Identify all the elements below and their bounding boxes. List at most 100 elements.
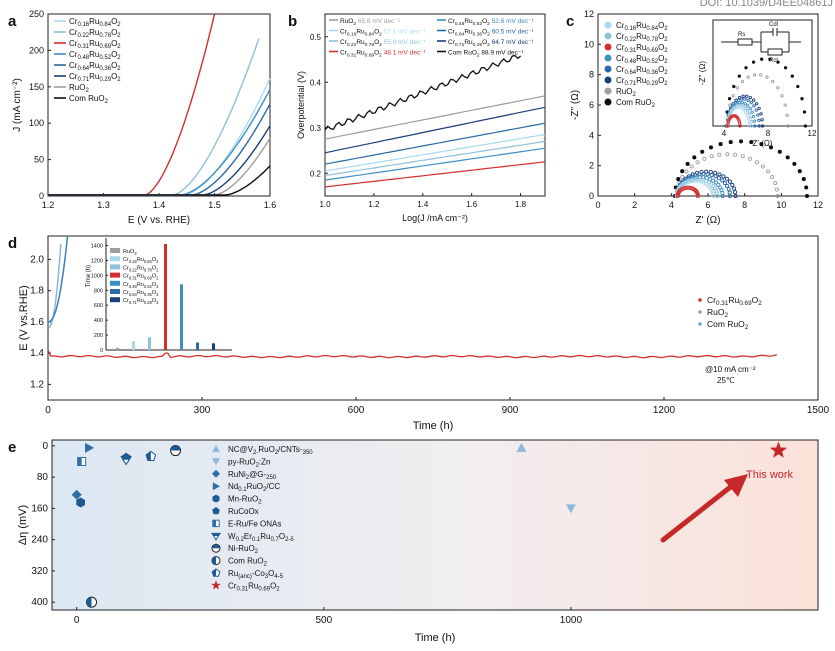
panel-d-inset-legend-swatch (110, 248, 120, 253)
panel-c-legend-marker (604, 65, 612, 73)
panel-a-ylabel: J (mA cm⁻²) (12, 78, 23, 132)
panel-c-nyquist-point (738, 139, 744, 144)
panel-c-nyquist-point (768, 57, 772, 61)
panel-d-inset-bar (180, 284, 183, 350)
panel-b-legend-label: Com RuO2 88.9 mV dec⁻¹ (448, 50, 524, 59)
panel-c-nyquist-point (752, 119, 757, 123)
panel-c-nyquist-point (745, 94, 749, 98)
panel-c-nyquist-point (684, 169, 689, 174)
panel-a-series-line (48, 125, 271, 196)
panel-a-xtick-label: 1.2 (42, 200, 55, 210)
doi-text: DOI: 10.1039/D4EE04861J (699, 0, 833, 9)
panel-b-series-line (324, 147, 546, 181)
panel-c-nyquist-point (797, 169, 802, 174)
panel-e-frame (51, 439, 819, 611)
panel-c-nyquist-point (692, 155, 697, 160)
panel-c-nyquist-point (739, 97, 744, 101)
panel-e-legend-label: py-RuO2:Zn (228, 457, 270, 468)
panel-c-nyquist-point (760, 164, 765, 169)
panel-d-inset-legend-label: Cr0.16Ru0.84O2 (123, 257, 159, 264)
panel-c-nyquist-point (729, 110, 733, 114)
panel-e-legend-marker (212, 458, 220, 466)
panel-c-nyquist-point (711, 178, 716, 183)
panel-e-legend-label: E-Ru/Fe ONAs (228, 519, 281, 528)
panel-b-series-line (324, 106, 546, 154)
panel-c-nyquist-point (780, 94, 784, 98)
panel-c-nyquist-point (730, 182, 735, 188)
panel-label-b: b (288, 13, 297, 30)
panel-c-nyquist-point (732, 84, 736, 89)
panel-c-nyquist-point (757, 118, 761, 123)
panel-c-inset-xlabel: Z' (Ω) (753, 139, 773, 148)
panel-a-xtick-label: 1.5 (208, 200, 221, 210)
panel-d-inset-ytick-label: 1400 (91, 243, 103, 249)
panel-c-nyquist-point (755, 102, 759, 106)
panel-e-arrow-head (724, 474, 748, 497)
panel-d-ytick-label: 1.8 (30, 286, 44, 297)
panel-e-ylabel: Δη (mV) (17, 505, 29, 545)
panel-b-legend-label: Cr0.16Ru0.84O2 57.1 mV dec⁻¹ (340, 29, 427, 38)
panel-b-xtick-label: 1.6 (466, 200, 478, 209)
panel-c-nyquist-point (741, 94, 745, 98)
panel-e-legend-label: Cr0.31Ru0.69O2 (228, 581, 280, 592)
panel-c-nyquist-point (749, 140, 754, 145)
panel-e-legend-label: Com RuO2 (228, 557, 268, 568)
panel-c-nyquist-point (756, 113, 760, 117)
panel-d-legend-marker (698, 322, 702, 326)
panel-c-nyquist-point (752, 98, 756, 102)
panel-d-inset-legend-label: Cr0.64Ru0.36O2 (123, 290, 159, 297)
panel-e-legend-marker (212, 494, 220, 503)
panel-d-inset-legend-swatch (110, 297, 120, 303)
panel-c-inset-ylabel: -Z'' (Ω) (698, 61, 707, 85)
panel-c-nyquist-point (803, 124, 808, 128)
panel-d-inset-legend-swatch (110, 272, 120, 278)
panel-c-nyquist-point (744, 110, 748, 114)
circuit-label-rct: Rct (769, 58, 778, 64)
panel-a-xtick-label: 1.3 (97, 200, 110, 210)
panel-c-nyquist-point (727, 113, 732, 117)
panel-c-nyquist-point (737, 101, 742, 105)
panel-c-nyquist-point (801, 177, 806, 182)
panel-d-legend-label: Cr0.31Ru0.69O2 (707, 295, 762, 307)
panel-c-xtick-label: 12 (813, 200, 823, 210)
panel-b-xtick-label: 1.4 (417, 200, 429, 209)
panel-d-inset-legend-label: Cr0.71Ru0.29O2 (123, 298, 159, 305)
panel-c-nyquist-point (802, 110, 807, 114)
panel-d-inset-legend-label: Cr0.48Ru0.52O2 (123, 282, 159, 289)
panel-c-nyquist-point (773, 181, 778, 186)
panel-c-xtick-label: 6 (705, 200, 710, 210)
panel-b-series-line (324, 95, 546, 140)
panel-c-legend-label: RuO2 (616, 87, 636, 98)
panel-c-nyquist-point (705, 172, 710, 177)
panel-e-background (52, 440, 818, 610)
panel-c-nyquist-point (754, 108, 758, 112)
panel-c-nyquist-point (724, 176, 729, 181)
panel-b-legend-label: Cr0.71Ru0.29O2 64.7 mV dec⁻¹ (448, 39, 535, 48)
panel-e-xtick-label: 500 (315, 615, 332, 626)
panel-d-inset-ytick-label: 200 (94, 333, 103, 339)
panel-b-ytick-label: 0.3 (310, 124, 322, 133)
panel-d-ylabel: E (V vs.RHE) (18, 285, 30, 350)
panel-c-nyquist-point (716, 176, 722, 181)
panel-a-series-line (48, 38, 260, 196)
panel-b-legend-label: Cr0.48Ru0.52O2 52.6 mV dec⁻¹ (448, 18, 535, 27)
panel-c-nyquist-point (728, 140, 733, 145)
panel-e-legend-label: Ni-RuO2 (228, 544, 259, 555)
panel-c-nyquist-point (717, 152, 722, 157)
panel-a-legend-label: Cr0.48Ru0.52O2 (69, 50, 121, 61)
panel-c-nyquist-point (785, 113, 789, 117)
panel-c-legend-label: Cr0.22Ru0.78O2 (616, 32, 668, 43)
panel-c-nyquist-point (680, 175, 685, 180)
panel-a-ytick-label: 50 (34, 155, 44, 165)
panel-c-nyquist-point (746, 98, 750, 102)
panel-c-inset-frame (712, 19, 813, 127)
panel-d-inset-bar (196, 342, 199, 350)
panel-e-legend-marker (212, 469, 220, 478)
panel-c-nyquist-point (722, 181, 727, 186)
panel-e-legend-label: Mn-RuO2 (228, 495, 262, 506)
panel-d-series-line (47, 349, 778, 359)
panel-c-ytick-label: 10 (584, 39, 594, 49)
panel-d-frame (47, 235, 819, 401)
panel-c-nyquist-point (749, 100, 753, 105)
panel-c-nyquist-point (748, 95, 752, 100)
